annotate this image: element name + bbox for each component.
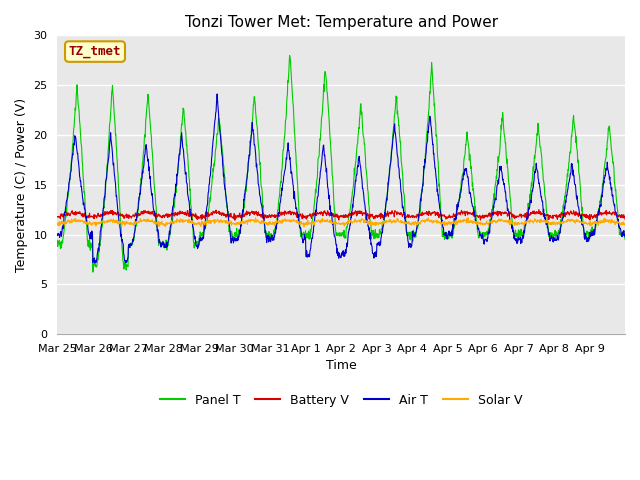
Line: Battery V: Battery V [58, 209, 625, 220]
Solar V [300, 224, 308, 229]
Solar V [614, 219, 622, 225]
Solar V [316, 219, 324, 225]
Panel T [476, 232, 484, 238]
Battery V [535, 206, 543, 212]
Air T [122, 260, 130, 265]
Battery V [476, 213, 483, 219]
Panel T [286, 53, 294, 59]
Title: Tonzi Tower Met: Temperature and Power: Tonzi Tower Met: Temperature and Power [184, 15, 498, 30]
Text: TZ_tmet: TZ_tmet [68, 45, 121, 58]
Solar V [465, 215, 472, 221]
Solar V [54, 220, 61, 226]
Battery V [231, 217, 239, 223]
Air T [476, 233, 484, 239]
Solar V [142, 216, 150, 222]
Battery V [327, 213, 335, 218]
Solar V [559, 220, 566, 226]
Air T [614, 216, 622, 222]
Panel T [559, 206, 566, 212]
Air T [54, 233, 61, 239]
Solar V [476, 220, 484, 226]
Air T [143, 145, 150, 151]
Battery V [559, 211, 566, 216]
Legend: Panel T, Battery V, Air T, Solar V: Panel T, Battery V, Air T, Solar V [155, 389, 527, 411]
Panel T [89, 269, 97, 275]
Solar V [621, 221, 629, 227]
Battery V [621, 216, 629, 222]
Panel T [621, 236, 629, 242]
Panel T [54, 238, 61, 243]
Air T [213, 91, 221, 97]
Battery V [614, 213, 622, 219]
Panel T [327, 150, 335, 156]
Air T [316, 169, 324, 175]
Battery V [316, 210, 324, 216]
Y-axis label: Temperature (C) / Power (V): Temperature (C) / Power (V) [15, 98, 28, 272]
Air T [327, 212, 335, 218]
Line: Panel T: Panel T [58, 56, 625, 272]
X-axis label: Time: Time [326, 360, 356, 372]
Air T [559, 215, 566, 220]
Battery V [54, 214, 61, 219]
Panel T [316, 137, 324, 143]
Solar V [327, 218, 335, 224]
Line: Solar V: Solar V [58, 218, 625, 227]
Panel T [614, 220, 622, 226]
Battery V [142, 209, 150, 215]
Line: Air T: Air T [58, 94, 625, 263]
Panel T [143, 108, 150, 114]
Air T [621, 231, 629, 237]
